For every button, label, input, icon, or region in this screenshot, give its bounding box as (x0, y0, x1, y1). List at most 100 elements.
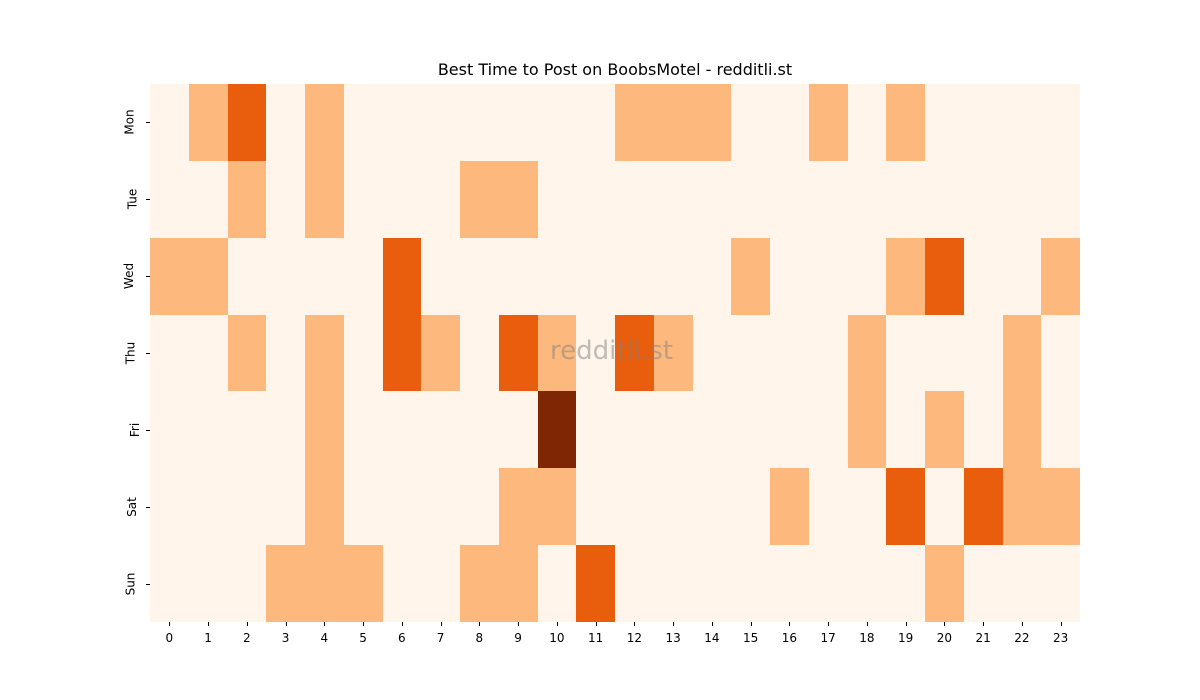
heatmap-cell (421, 545, 460, 622)
heatmap-cell (1041, 391, 1080, 469)
heatmap-cell (731, 545, 770, 622)
heatmap-cell (808, 314, 848, 392)
x-tick (983, 622, 985, 626)
heatmap-cell (1041, 84, 1080, 161)
heatmap-cell (963, 84, 1003, 161)
heatmap-cell (421, 237, 460, 315)
x-tick (711, 622, 713, 626)
heatmap-cell (227, 391, 267, 469)
heatmap-cell (460, 391, 499, 469)
x-tick-label: 3 (281, 631, 290, 645)
x-tick (363, 622, 365, 626)
heatmap-cell (615, 314, 654, 392)
heatmap-cell (576, 545, 615, 622)
heatmap-cell (963, 391, 1003, 469)
heatmap-cell (343, 391, 383, 469)
heatmap-cell (266, 84, 305, 161)
heatmap-cell (653, 391, 693, 469)
x-tick-label: 6 (398, 631, 406, 645)
heatmap-cell (770, 468, 809, 546)
x-tick (440, 622, 442, 626)
heatmap-cell (1041, 160, 1080, 238)
heatmap-cell (576, 237, 615, 315)
heatmap-cell (1041, 545, 1080, 622)
heatmap-cell (1002, 237, 1042, 315)
heatmap-cell (266, 314, 305, 392)
heatmap-cell (847, 314, 887, 392)
heatmap-cell (266, 391, 305, 469)
heatmap-cell (576, 160, 615, 238)
x-tick (750, 622, 752, 626)
heatmap-cell (460, 468, 499, 546)
heatmap-cell (382, 545, 422, 622)
x-tick (246, 622, 248, 626)
heatmap-cell (925, 391, 964, 469)
heatmap-cell (963, 160, 1003, 238)
y-tick (146, 199, 150, 201)
x-tick-label: 17 (820, 631, 836, 645)
heatmap-cell (731, 84, 770, 161)
watermark: redditli.st (550, 336, 673, 366)
heatmap-cell (847, 84, 887, 161)
heatmap-cell (615, 468, 654, 546)
x-tick-label: 10 (549, 631, 565, 645)
heatmap-cell (305, 391, 344, 469)
heatmap-cell (305, 314, 344, 392)
x-tick-label: 1 (204, 631, 212, 645)
heatmap-cell (847, 545, 887, 622)
heatmap-cell (808, 160, 848, 238)
heatmap-cell (770, 391, 809, 469)
heatmap-cell (150, 314, 189, 392)
heatmap-cell (498, 468, 538, 546)
x-tick-label: 21 (975, 631, 991, 645)
heatmap-cell (227, 468, 267, 546)
heatmap-cell (227, 160, 267, 238)
heatmap-cell (343, 468, 383, 546)
y-tick (146, 122, 150, 124)
heatmap-cell (731, 314, 770, 392)
x-tick (595, 622, 597, 626)
heatmap-cell (498, 237, 538, 315)
heatmap-cell (847, 160, 887, 238)
heatmap-cell (1002, 84, 1042, 161)
heatmap-cell (963, 545, 1003, 622)
y-tick-label: Tue (124, 189, 139, 210)
heatmap-cell (925, 237, 964, 315)
x-tick (828, 622, 830, 626)
heatmap-cell (886, 160, 925, 238)
heatmap-cell (150, 468, 189, 546)
heatmap-cell (305, 84, 344, 161)
heatmap-cell (343, 314, 383, 392)
heatmap-cell (925, 84, 964, 161)
heatmap-cell (770, 160, 809, 238)
heatmap-cell (925, 160, 964, 238)
heatmap-grid (150, 84, 1080, 622)
y-tick (146, 276, 150, 278)
heatmap-cell (460, 545, 499, 622)
x-tick (905, 622, 907, 626)
x-tick-label: 14 (704, 631, 720, 645)
x-tick (673, 622, 675, 626)
heatmap-cell (188, 160, 228, 238)
heatmap-cell (576, 84, 615, 161)
heatmap-cell (150, 391, 189, 469)
heatmap-cell (188, 237, 228, 315)
heatmap-cell (266, 237, 305, 315)
heatmap-cell (731, 160, 770, 238)
heatmap-cell (460, 237, 499, 315)
y-tick-label: Sat (125, 496, 140, 517)
heatmap-cell (421, 84, 460, 161)
heatmap-cell (382, 84, 422, 161)
heatmap-cell (498, 391, 538, 469)
heatmap-cell (615, 84, 654, 161)
y-tick-label: Wed (121, 263, 136, 290)
y-tick-label: Fri (127, 422, 142, 437)
heatmap-cell (266, 160, 305, 238)
heatmap-cell (537, 160, 577, 238)
x-tick (285, 622, 287, 626)
x-tick (169, 622, 171, 626)
heatmap-cell (576, 468, 615, 546)
heatmap-cell (382, 237, 422, 315)
heatmap-cell (886, 468, 925, 546)
heatmap-cell (1041, 468, 1080, 546)
